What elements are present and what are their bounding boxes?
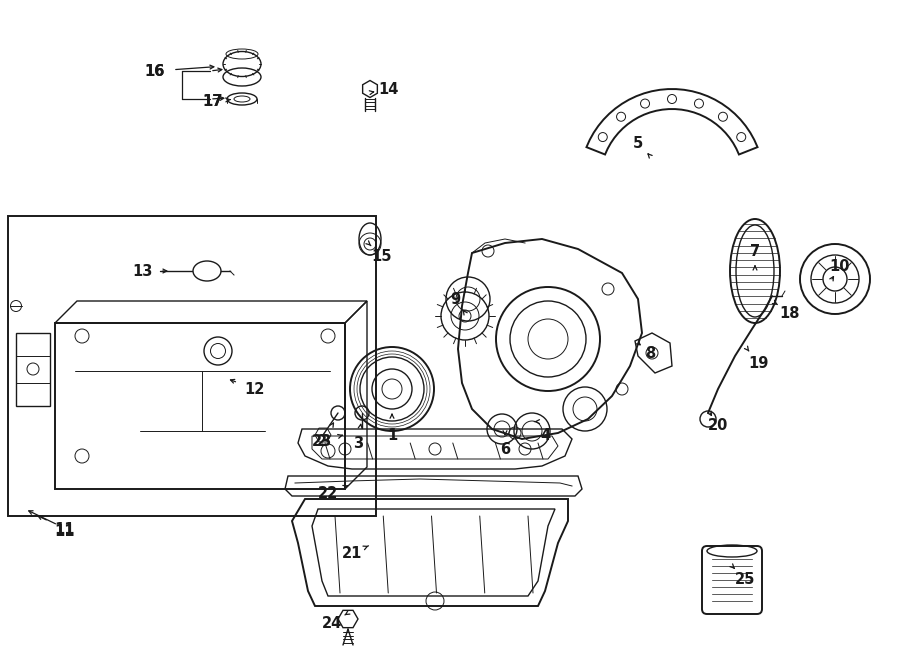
Text: 22: 22 — [318, 485, 338, 500]
Text: 11: 11 — [55, 524, 76, 539]
Text: 7: 7 — [750, 243, 760, 258]
Text: 17: 17 — [202, 93, 222, 108]
Text: 13: 13 — [131, 264, 152, 278]
Text: 5: 5 — [633, 136, 643, 151]
Text: 11: 11 — [55, 522, 76, 537]
Text: 14: 14 — [378, 81, 398, 97]
Text: 23: 23 — [312, 434, 332, 449]
Text: 1: 1 — [387, 428, 397, 444]
Text: 20: 20 — [707, 418, 728, 434]
Text: 18: 18 — [779, 305, 800, 321]
Text: 16: 16 — [145, 63, 166, 79]
Text: 3: 3 — [353, 436, 363, 451]
Text: 15: 15 — [372, 249, 392, 264]
Text: 24: 24 — [322, 615, 342, 631]
Text: 17: 17 — [202, 93, 222, 108]
FancyBboxPatch shape — [702, 546, 762, 614]
Text: 12: 12 — [245, 381, 266, 397]
Text: 16: 16 — [145, 63, 166, 79]
Text: 9: 9 — [450, 292, 460, 307]
Text: 2: 2 — [317, 434, 327, 449]
Bar — [8, 216, 376, 516]
Text: 19: 19 — [748, 356, 769, 371]
Text: 8: 8 — [645, 346, 655, 360]
Text: 10: 10 — [830, 258, 850, 274]
Text: 6: 6 — [500, 442, 510, 457]
Text: 4: 4 — [540, 428, 550, 444]
Text: 21: 21 — [342, 545, 362, 561]
Text: 25: 25 — [734, 572, 755, 586]
